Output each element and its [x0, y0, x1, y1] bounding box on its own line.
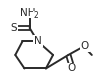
Text: 2: 2 [33, 11, 38, 20]
Text: O: O [81, 41, 89, 51]
Text: S: S [10, 23, 17, 33]
Text: N: N [34, 36, 42, 46]
Text: O: O [67, 63, 75, 73]
Text: NH: NH [20, 8, 35, 18]
